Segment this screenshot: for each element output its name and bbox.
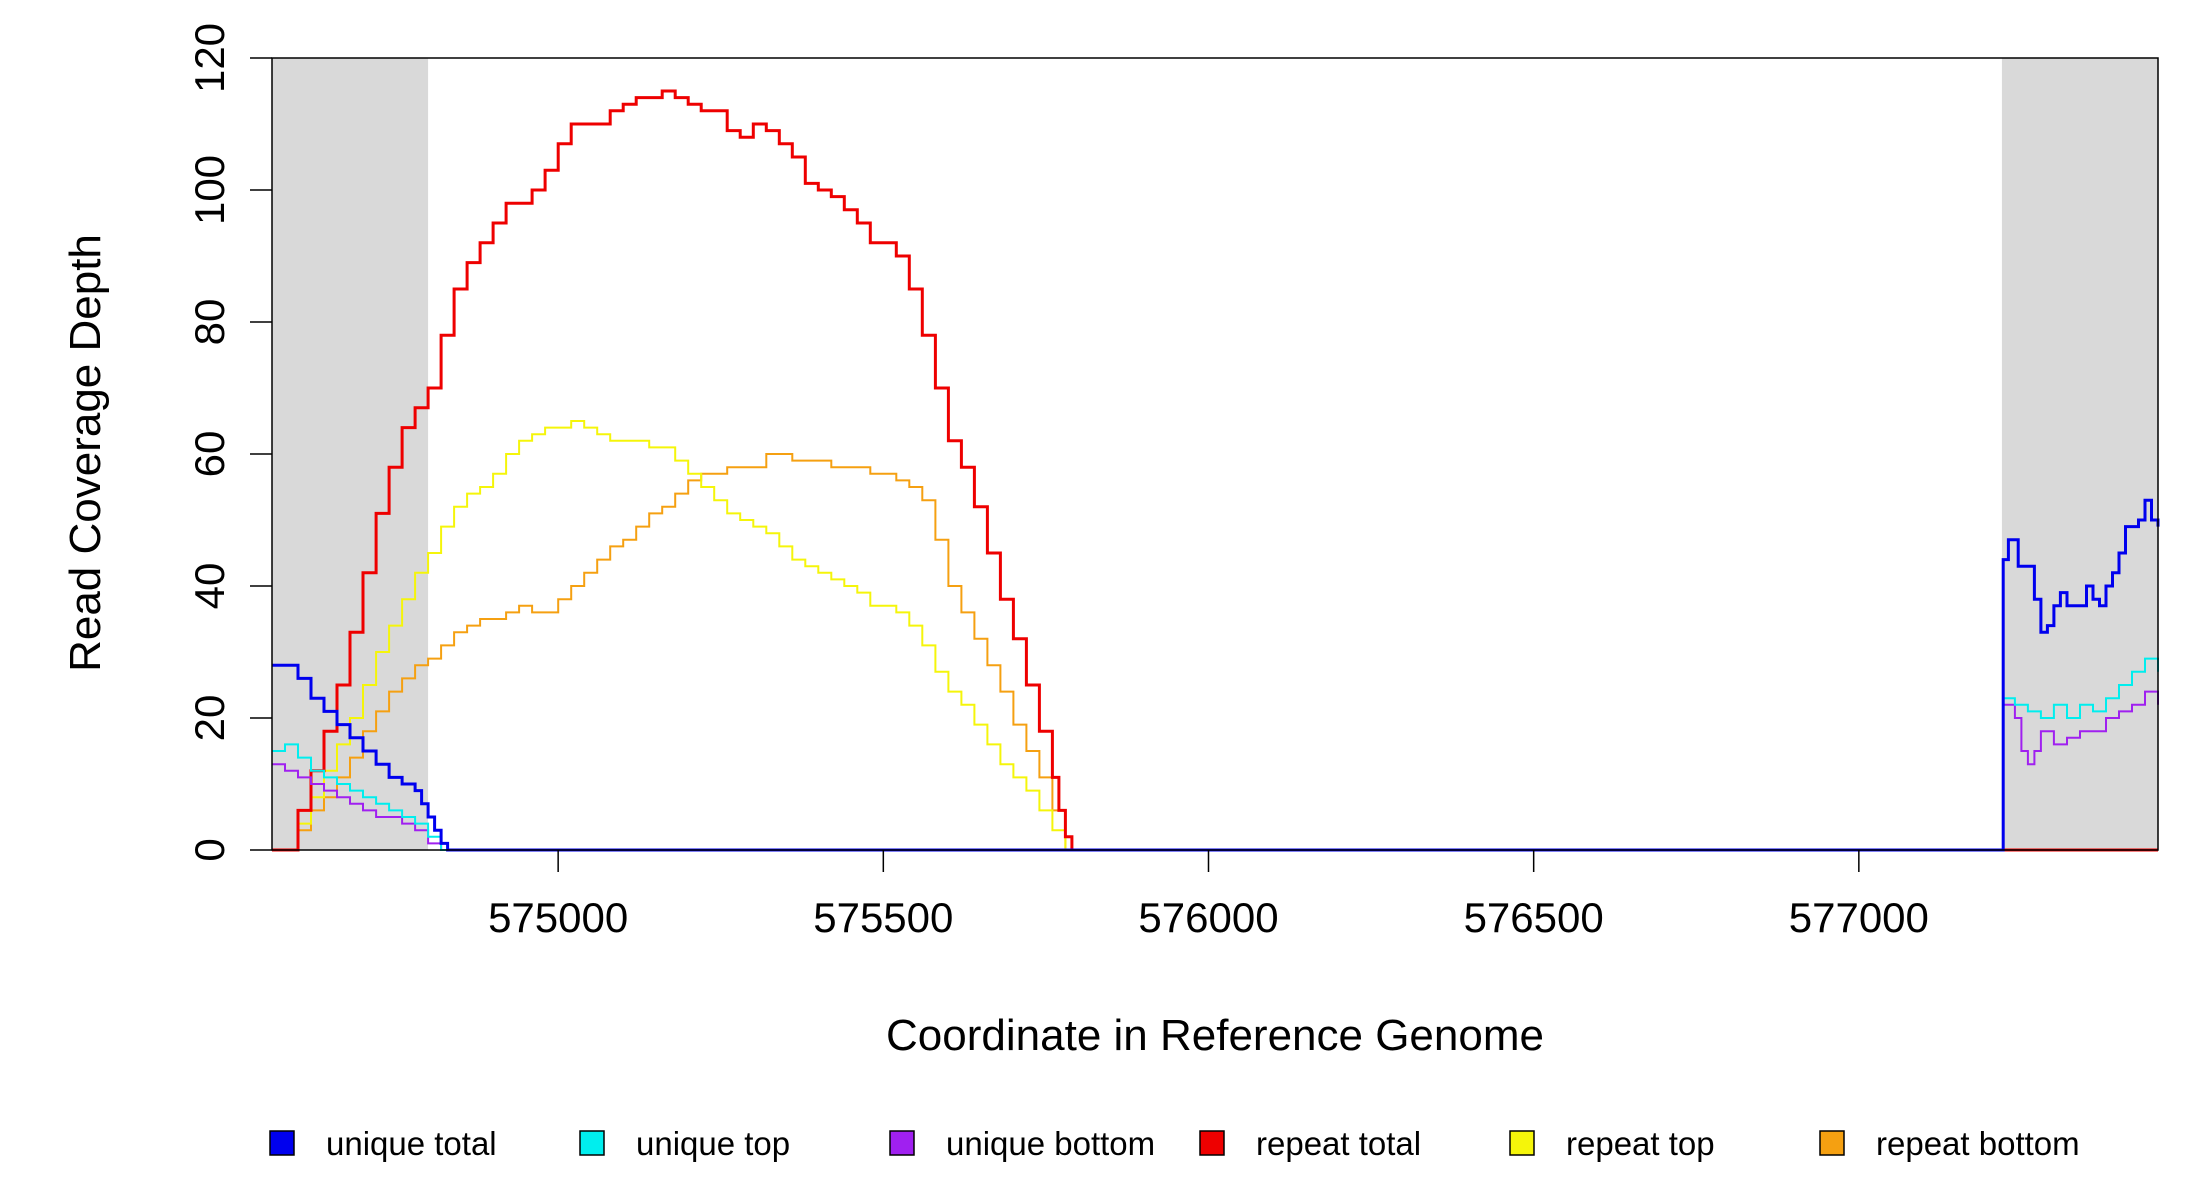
x-tick-label-5: 577000	[1789, 894, 1929, 941]
legend-swatch	[269, 1130, 295, 1156]
legend-label: unique bottom	[946, 1125, 1155, 1162]
legend: unique total unique top unique bottom repea…	[269, 1125, 2080, 1162]
y-tick-label-6: 100	[186, 155, 233, 225]
y-tick-label-3: 40	[186, 563, 233, 610]
x-tick-label-2: 575500	[813, 894, 953, 941]
plot-frame	[271, 57, 2159, 851]
legend-label: unique top	[636, 1125, 790, 1162]
y-tick-label-5: 80	[186, 299, 233, 346]
series-unique-total-line	[272, 498, 2160, 852]
legend-item-unique-total: unique total	[269, 1125, 497, 1162]
legend-item-repeat-top: repeat top	[1509, 1125, 1715, 1162]
y-tick-label-4: 60	[186, 431, 233, 478]
y-tick-label-2: 20	[186, 695, 233, 742]
legend-swatch	[889, 1130, 915, 1156]
legend-swatch	[579, 1130, 605, 1156]
x-tick-label-1: 575000	[488, 894, 628, 941]
plot-area	[272, 58, 2160, 852]
legend-item-unique-bottom: unique bottom	[889, 1125, 1155, 1162]
series-repeat-bottom-line	[272, 453, 2158, 851]
series-repeat-total-line	[272, 89, 2158, 852]
legend-swatch	[1509, 1130, 1535, 1156]
legend-swatch	[1199, 1130, 1225, 1156]
legend-item-repeat-bottom: repeat bottom	[1819, 1125, 2080, 1162]
y-tick-label-1: 0	[186, 838, 233, 861]
series-unique-top-line	[272, 657, 2159, 851]
axes: 575000 575500 576000 576500 577000 0 20 40 60 80 1…	[186, 23, 2159, 941]
legend-label: repeat bottom	[1876, 1125, 2080, 1162]
series-unique-bottom-line	[272, 690, 2159, 851]
x-tick-label-4: 576500	[1464, 894, 1604, 941]
legend-label: repeat top	[1566, 1125, 1715, 1162]
legend-swatch	[1819, 1130, 1845, 1156]
legend-label: unique total	[326, 1125, 497, 1162]
legend-label: repeat total	[1256, 1125, 1421, 1162]
legend-item-repeat-total: repeat total	[1199, 1125, 1421, 1162]
y-axis-title: Read Coverage Depth	[61, 234, 110, 672]
x-axis-title: Coordinate in Reference Genome	[886, 1011, 1544, 1060]
x-tick-label-3: 576000	[1138, 894, 1278, 941]
legend-item-unique-top: unique top	[579, 1125, 790, 1162]
series-repeat-top-line	[272, 420, 2158, 851]
y-tick-label-7: 120	[186, 23, 233, 93]
